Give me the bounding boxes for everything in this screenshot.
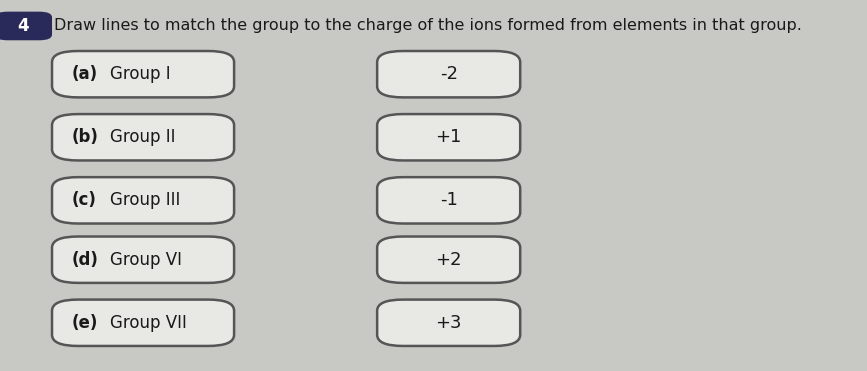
FancyBboxPatch shape	[377, 300, 520, 346]
Text: Group III: Group III	[110, 191, 180, 209]
FancyBboxPatch shape	[52, 300, 234, 346]
FancyBboxPatch shape	[52, 51, 234, 97]
Text: 4: 4	[17, 17, 29, 35]
Text: -1: -1	[440, 191, 458, 209]
Text: (c): (c)	[72, 191, 97, 209]
FancyBboxPatch shape	[377, 114, 520, 160]
Text: Group II: Group II	[110, 128, 176, 146]
Text: Group VI: Group VI	[110, 251, 182, 269]
Text: Group I: Group I	[110, 65, 171, 83]
Text: (e): (e)	[72, 314, 98, 332]
Text: +2: +2	[435, 251, 462, 269]
FancyBboxPatch shape	[52, 237, 234, 283]
Text: +3: +3	[435, 314, 462, 332]
Text: -2: -2	[440, 65, 458, 83]
Text: (a): (a)	[72, 65, 98, 83]
FancyBboxPatch shape	[52, 177, 234, 223]
Text: +1: +1	[435, 128, 462, 146]
FancyBboxPatch shape	[0, 12, 52, 40]
FancyBboxPatch shape	[377, 177, 520, 223]
Text: Draw lines to match the group to the charge of the ions formed from elements in : Draw lines to match the group to the cha…	[54, 19, 802, 33]
FancyBboxPatch shape	[377, 51, 520, 97]
Text: Group VII: Group VII	[110, 314, 187, 332]
FancyBboxPatch shape	[377, 237, 520, 283]
FancyBboxPatch shape	[52, 114, 234, 160]
Text: (d): (d)	[72, 251, 99, 269]
Text: (b): (b)	[72, 128, 99, 146]
